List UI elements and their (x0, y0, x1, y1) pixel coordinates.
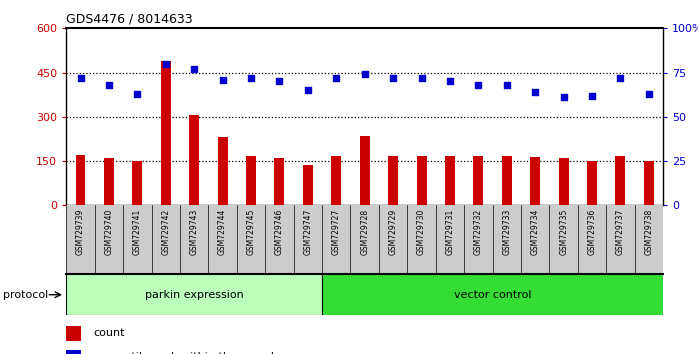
Bar (218, 137, 228, 205)
Text: GSM729727: GSM729727 (332, 209, 341, 255)
Bar (189, 115, 199, 205)
Bar (558, 158, 569, 205)
Point (530, 89, 541, 95)
Point (359, 72, 370, 77)
Text: GDS4476 / 8014633: GDS4476 / 8014633 (66, 13, 193, 26)
Bar (133, 161, 142, 205)
Text: GSM729735: GSM729735 (559, 209, 568, 255)
Point (473, 82, 484, 88)
Text: GSM729733: GSM729733 (503, 209, 512, 255)
Point (217, 77, 228, 82)
Bar (66, 274, 322, 315)
Point (302, 87, 313, 93)
Bar (502, 156, 512, 205)
Point (132, 91, 143, 97)
Bar (66, 350, 81, 354)
Text: GSM729729: GSM729729 (389, 209, 398, 255)
Text: GSM729738: GSM729738 (644, 209, 653, 255)
Point (586, 93, 597, 98)
Bar (246, 156, 256, 205)
Point (188, 66, 200, 72)
Bar (332, 156, 341, 205)
Text: GSM729731: GSM729731 (445, 209, 454, 255)
Point (103, 82, 114, 88)
Point (416, 75, 427, 81)
Bar (473, 156, 483, 205)
Point (274, 79, 285, 84)
Point (644, 91, 655, 97)
Text: GSM729739: GSM729739 (76, 209, 85, 255)
Text: parkin expression: parkin expression (144, 290, 244, 300)
Text: GSM729736: GSM729736 (588, 209, 597, 255)
Text: GSM729730: GSM729730 (417, 209, 426, 255)
Bar (530, 156, 540, 205)
Point (75, 75, 86, 81)
Text: GSM729746: GSM729746 (275, 209, 284, 255)
Bar (75, 155, 85, 205)
Text: GSM729745: GSM729745 (246, 209, 255, 255)
Bar (417, 156, 426, 205)
Text: GSM729728: GSM729728 (360, 209, 369, 255)
Text: GSM729732: GSM729732 (474, 209, 483, 255)
Bar (161, 61, 171, 205)
Text: GSM729743: GSM729743 (190, 209, 199, 255)
Bar (303, 166, 313, 205)
Bar (322, 274, 663, 315)
Point (615, 75, 626, 81)
Text: GSM729744: GSM729744 (218, 209, 227, 255)
Bar (104, 158, 114, 205)
Point (501, 82, 512, 88)
Text: GSM729742: GSM729742 (161, 209, 170, 255)
Point (246, 75, 257, 81)
Bar (587, 161, 597, 205)
Point (558, 95, 570, 100)
Bar (66, 326, 81, 341)
Text: GSM729740: GSM729740 (105, 209, 114, 255)
Bar (274, 158, 284, 205)
Text: percentile rank within the sample: percentile rank within the sample (93, 352, 281, 354)
Bar (616, 156, 625, 205)
Text: vector control: vector control (454, 290, 531, 300)
Point (445, 79, 456, 84)
Point (387, 75, 399, 81)
Text: GSM729747: GSM729747 (304, 209, 313, 255)
Text: GSM729734: GSM729734 (530, 209, 540, 255)
Bar (359, 136, 370, 205)
Text: count: count (93, 328, 125, 338)
Point (160, 61, 171, 67)
Point (331, 75, 342, 81)
Bar (388, 156, 398, 205)
Bar (445, 156, 455, 205)
Bar (644, 161, 654, 205)
Text: GSM729741: GSM729741 (133, 209, 142, 255)
Text: protocol: protocol (3, 290, 49, 300)
Text: GSM729737: GSM729737 (616, 209, 625, 255)
